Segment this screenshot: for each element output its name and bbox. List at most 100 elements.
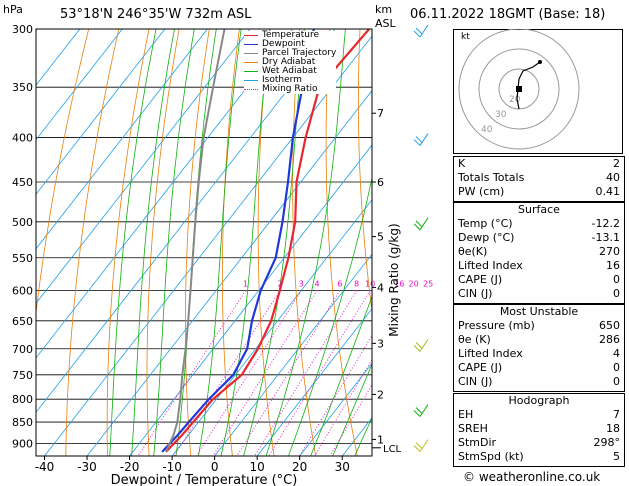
x-axis-label: Dewpoint / Temperature (°C): [111, 473, 298, 486]
wet-adiabat: [153, 29, 195, 456]
row-label: CAPE (J): [458, 361, 503, 374]
row-value: 18: [606, 422, 620, 435]
legend-item: Mixing Ratio: [244, 84, 337, 94]
row-label: StmDir: [458, 436, 497, 449]
km-tick-label: 1: [377, 433, 384, 446]
mixing-ratio-line: [329, 383, 372, 456]
isotherm: [36, 29, 208, 250]
x-tick-label: -20: [120, 460, 140, 474]
pressure-tick-label: 800: [12, 393, 33, 406]
table-row: StmDir 298°: [454, 436, 624, 450]
hodograph-table-title: Hodograph: [508, 394, 570, 407]
km-tick-label: 6: [377, 176, 384, 189]
pressure-tick-label: 500: [12, 216, 33, 229]
dry-adiabat: [36, 29, 90, 316]
wind-barb-flag: [413, 445, 421, 452]
x-tick-label: -40: [35, 460, 55, 474]
row-label: θe (K): [458, 333, 491, 346]
pressure-tick-label: 700: [12, 343, 33, 356]
legend-item: Parcel Trajectory: [244, 49, 337, 58]
row-label: Pressure (mb): [458, 319, 535, 332]
pressure-tick-label: 850: [12, 416, 33, 429]
row-value: 2: [613, 157, 620, 170]
isotherm: [299, 362, 372, 456]
wind-barb-flag: [415, 407, 423, 414]
mixing-ratio-line: [212, 290, 318, 456]
legend-label: Mixing Ratio: [262, 84, 318, 94]
wind-barb-flag: [413, 223, 421, 231]
table-row: Dewp (°C) -13.1: [454, 231, 624, 245]
row-value: 0: [613, 375, 620, 388]
row-value: 270: [599, 245, 620, 258]
row-label: CIN (J): [458, 375, 493, 388]
temperature-line: [165, 29, 370, 453]
wind-barb-flag: [413, 344, 421, 352]
legend-item: Dewpoint: [244, 39, 337, 49]
km-tick-label: 5: [377, 231, 384, 244]
dry-adiabat: [257, 29, 275, 456]
table-row: θe(K) 270: [454, 245, 624, 259]
wind-barb-flag: [413, 139, 421, 146]
mixing-ratio-label: 3: [299, 280, 304, 289]
table-row: Lifted Index 16: [454, 259, 624, 273]
table-row: EH 7: [454, 408, 624, 422]
isotherm: [36, 29, 251, 304]
legend-item: Isotherm: [244, 76, 337, 85]
isotherm: [44, 35, 372, 456]
mixing-ratio-label: 1: [243, 280, 248, 289]
x-tick-label: 0: [211, 460, 219, 474]
km-tick-label: 2: [377, 388, 384, 401]
mixing-ratio-label: 25: [423, 280, 433, 289]
pressure-tick-label: 900: [12, 438, 33, 451]
legend-item: Dry Adiabat: [244, 57, 337, 67]
hpa-unit-label: hPa: [3, 3, 23, 16]
mixing-ratio-line: [299, 334, 372, 456]
mixing-ratio-line: [236, 290, 341, 456]
dry-adiabat: [65, 29, 120, 456]
mixing-ratio-line: [196, 290, 302, 456]
row-value: 7: [613, 408, 620, 421]
isotherm: [36, 29, 293, 359]
legend-label: Dry Adiabat: [262, 57, 316, 67]
legend-swatch: [244, 44, 258, 45]
dry-adiabat: [184, 29, 210, 456]
mixing-ratio-label: 20: [408, 280, 418, 289]
mixing-ratio-line: [137, 290, 246, 456]
hodo-ring-30: 30: [495, 110, 507, 120]
table-row: SREH 18: [454, 422, 624, 436]
mixing-ratio-label: 10: [365, 280, 375, 289]
dry-adiabat: [106, 29, 150, 456]
row-label: CIN (J): [458, 287, 493, 300]
table-row: PW (cm) 0.41: [454, 185, 624, 199]
pressure-tick-label: 300: [12, 23, 33, 36]
km-tick-label: 4: [377, 281, 384, 294]
x-tick-label: -30: [77, 460, 97, 474]
row-label: Totals Totals: [458, 171, 525, 184]
pressure-tick-label: 600: [12, 285, 33, 298]
hodo-kt-label: kt: [461, 32, 470, 42]
row-label: SREH: [458, 422, 488, 435]
wet-adiabat: [197, 29, 242, 456]
isotherm: [171, 199, 372, 456]
table-row: CAPE (J) 0: [454, 361, 624, 375]
table-row: Totals Totals 40: [454, 171, 624, 185]
isotherm: [86, 90, 372, 456]
hodo-ring-20: 20: [509, 95, 521, 105]
location-title: 53°18'N 246°35'W 732m ASL: [60, 7, 252, 22]
wind-barb-flag: [415, 220, 423, 228]
legend-swatch: [244, 80, 258, 81]
legend-swatch: [244, 62, 258, 63]
most-unstable-title: Most Unstable: [499, 305, 579, 318]
row-value: 0: [613, 287, 620, 300]
wet-adiabat: [288, 175, 372, 456]
wet-adiabat: [220, 29, 271, 456]
row-value: -13.1: [591, 231, 620, 244]
row-label: Dewp (°C): [458, 231, 515, 244]
isotherm: [36, 29, 166, 195]
legend-label: Dewpoint: [262, 39, 305, 49]
most-unstable-box: Most Unstable Pressure (mb) 650 θe (K) 286 L…: [453, 304, 625, 392]
row-label: Lifted Index: [458, 259, 523, 272]
asl-label: ASL: [375, 17, 396, 30]
table-row: Pressure (mb) 650: [454, 319, 624, 333]
